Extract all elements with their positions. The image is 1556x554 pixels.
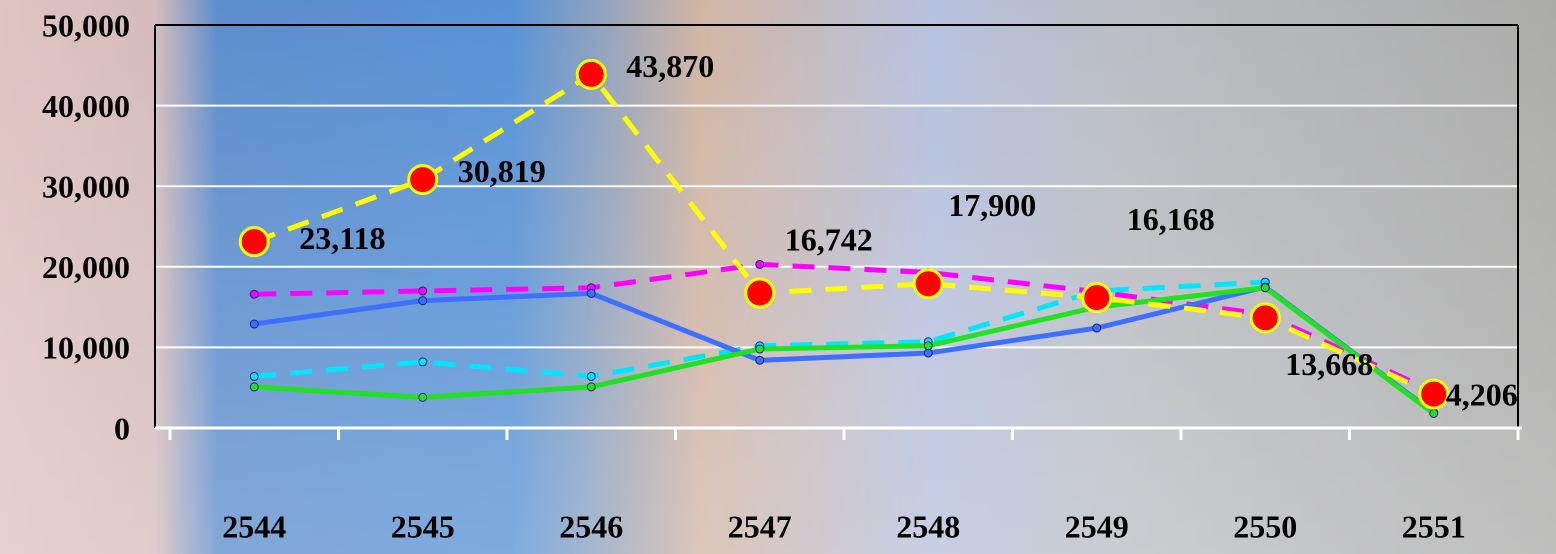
data-label: 4,206: [1446, 376, 1518, 412]
marker: [418, 357, 428, 367]
marker: [249, 382, 259, 392]
x-tick-label: 2545: [391, 508, 455, 544]
marker: [1249, 302, 1281, 334]
y-tick-label: 20,000: [42, 249, 130, 285]
data-label: 23,118: [299, 220, 385, 256]
marker: [1260, 283, 1270, 293]
marker: [418, 296, 428, 306]
marker: [1092, 323, 1102, 333]
marker: [755, 344, 765, 354]
marker: [586, 382, 596, 392]
series-line: [254, 285, 1436, 416]
y-tick-label: 40,000: [42, 88, 130, 124]
marker: [586, 288, 596, 298]
marker: [912, 268, 944, 300]
x-tick-label: 2549: [1065, 508, 1129, 544]
x-tick-label: 2548: [896, 508, 960, 544]
marker: [744, 277, 776, 309]
marker: [1429, 408, 1439, 418]
data-label: 43,870: [626, 48, 714, 84]
x-tick-label: 2550: [1233, 508, 1297, 544]
data-label: 17,900: [948, 187, 1036, 223]
data-label: 13,668: [1285, 346, 1373, 382]
series-line: [254, 261, 1435, 395]
series-line: [253, 71, 1435, 397]
marker: [586, 371, 596, 381]
x-tick-label: 2544: [222, 508, 286, 544]
marker: [1081, 282, 1113, 314]
data-label: 30,819: [458, 153, 546, 189]
y-tick-label: 10,000: [42, 330, 130, 366]
marker: [755, 355, 765, 365]
x-tick-label: 2551: [1402, 508, 1466, 544]
marker: [238, 226, 270, 258]
x-tick-label: 2546: [559, 508, 623, 544]
marker: [249, 319, 259, 329]
marker: [923, 341, 933, 351]
y-tick-label: 50,000: [42, 7, 130, 43]
marker: [249, 289, 259, 299]
marker: [1418, 378, 1450, 410]
data-label: 16,742: [785, 221, 873, 257]
y-tick-label: 0: [114, 410, 130, 446]
marker: [418, 286, 428, 296]
series-line: [253, 284, 1436, 415]
marker: [755, 259, 765, 269]
marker: [407, 164, 439, 196]
marker: [249, 371, 259, 381]
data-label: 16,168: [1127, 201, 1215, 237]
x-tick-label: 2547: [728, 508, 792, 544]
marker: [575, 58, 607, 90]
y-tick-label: 30,000: [42, 169, 130, 205]
marker: [418, 392, 428, 402]
